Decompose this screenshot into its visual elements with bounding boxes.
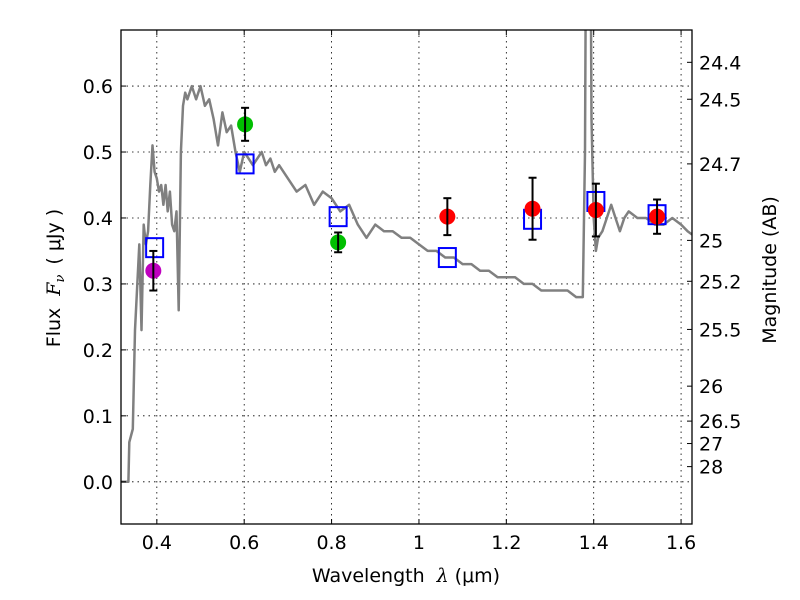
x-tick-label: 1 xyxy=(413,532,425,554)
x-tick-label: 0.4 xyxy=(142,532,172,554)
model-spectrum-line xyxy=(121,30,692,484)
x-tick-label: 1.6 xyxy=(666,532,696,554)
y2-tick-label: 28 xyxy=(699,457,723,479)
x-axis-title: Wavelength λ (μm) xyxy=(312,565,500,587)
y2-axis-title: Magnitude (AB) xyxy=(759,196,781,344)
model-photometry-square xyxy=(235,153,255,175)
y2-tick-label: 24.7 xyxy=(699,154,741,176)
y-tick-label: 0.3 xyxy=(83,274,113,296)
x-tick-label: 0.6 xyxy=(229,532,259,554)
y2-tick-label: 25.5 xyxy=(699,319,741,341)
y2-tick-label: 24.5 xyxy=(699,89,741,111)
data-marks xyxy=(145,106,667,292)
y-axis-title: FluxFν( μJy ) xyxy=(43,209,68,347)
y-tick-label: 0.1 xyxy=(83,406,113,428)
y-tick-label: 0.0 xyxy=(83,472,113,494)
y2-tick-label: 26 xyxy=(699,376,723,398)
y2-tick-label: 25 xyxy=(699,230,723,252)
axis-ticks: 0.4 0.6 0.8 1 1.2 1.4 1.6 0.0 0.1 0.2 0.3 0.4 0.5 0.6… xyxy=(83,30,741,554)
y2-tick-label: 24.4 xyxy=(699,52,741,74)
model-photometry-square xyxy=(145,237,165,259)
plot-frame xyxy=(120,29,693,525)
y-tick-label: 0.2 xyxy=(83,340,113,362)
model-photometry-square xyxy=(437,247,457,269)
model-photometry-square xyxy=(328,206,348,228)
plot-area xyxy=(121,30,692,484)
x-tick-label: 0.8 xyxy=(316,532,346,554)
y-tick-label: 0.4 xyxy=(83,208,113,230)
x-tick-label: 1.4 xyxy=(579,532,609,554)
y2-tick-label: 27 xyxy=(699,434,723,456)
y2-tick-label: 26.5 xyxy=(699,411,741,433)
y-tick-label: 0.5 xyxy=(83,142,113,164)
y-tick-label: 0.6 xyxy=(83,76,113,98)
y2-tick-label: 25.2 xyxy=(699,271,741,293)
x-tick-label: 1.2 xyxy=(491,532,521,554)
